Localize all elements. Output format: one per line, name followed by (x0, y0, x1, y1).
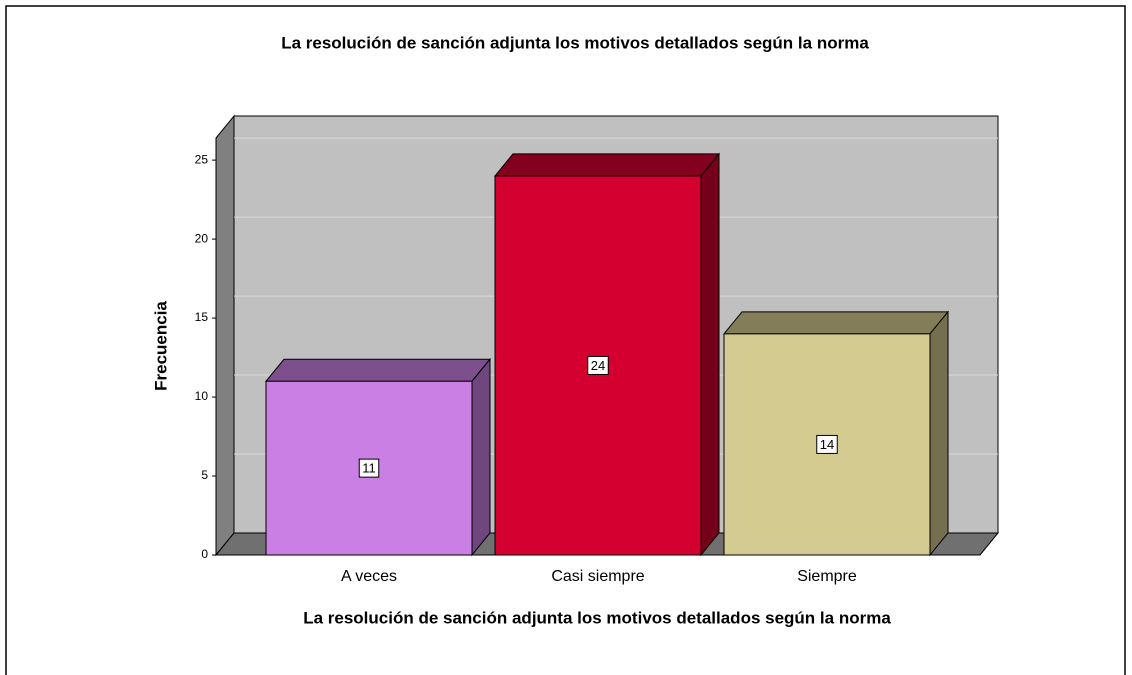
value-label-box (358, 458, 380, 478)
bar-side (700, 152, 720, 557)
bar (722, 310, 950, 557)
bar-side (929, 310, 949, 557)
y-tick-label: 10 (195, 389, 209, 403)
bar-side (471, 357, 491, 557)
bar-top (722, 311, 950, 335)
bar (264, 357, 492, 557)
chart-title: La resolución de sanción adjunta los mot… (281, 33, 869, 52)
side-wall (215, 114, 235, 557)
x-tick-label: Casi siempre (551, 568, 644, 585)
value-label-box (816, 434, 838, 454)
y-tick-label: 0 (201, 547, 208, 561)
y-tick-label: 25 (195, 152, 209, 166)
value-label-box (587, 355, 609, 375)
y-tick-label: 20 (195, 231, 209, 245)
y-axis-title: Frecuencia (151, 301, 170, 391)
x-tick-label: Siempre (797, 568, 857, 585)
bar (493, 152, 721, 557)
bar-top (264, 358, 492, 382)
value-label: 24 (591, 358, 605, 373)
value-label: 11 (362, 461, 376, 476)
value-label: 14 (820, 437, 834, 452)
y-tick-label: 5 (201, 468, 208, 482)
bar-top (493, 153, 721, 177)
y-tick-label: 15 (195, 310, 209, 324)
x-axis-title: La resolución de sanción adjunta los mot… (303, 608, 891, 627)
x-tick-label: A veces (341, 568, 397, 585)
frame (5, 5, 1126, 675)
